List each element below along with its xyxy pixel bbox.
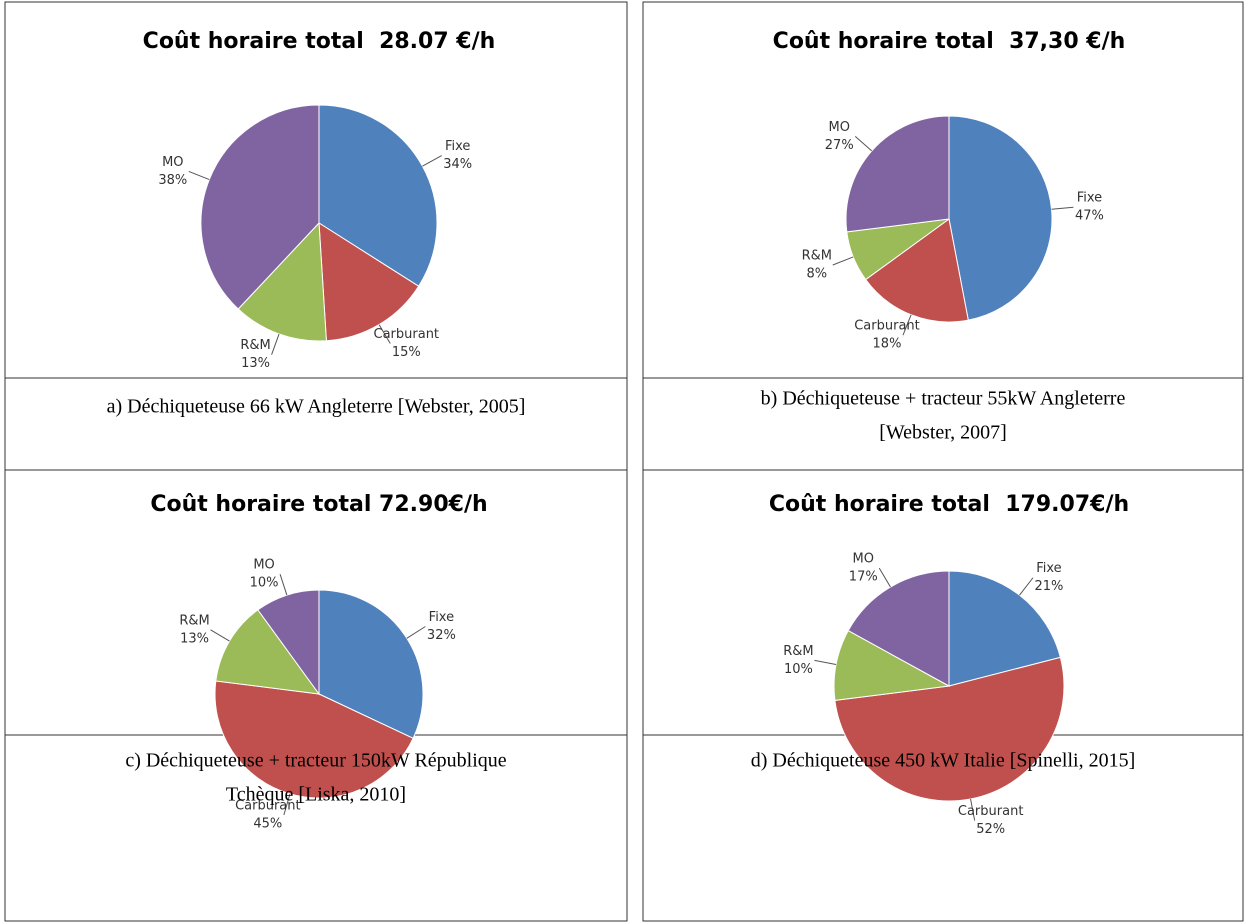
caption: a) Déchiqueteuse 66 kW Angleterre [Webst… <box>107 396 526 418</box>
slice-category: Carburant <box>854 319 920 334</box>
slice-value-label: 8% <box>806 267 827 282</box>
slice-category: Fixe <box>429 610 454 625</box>
leader-line <box>422 155 442 167</box>
leader-line <box>832 256 854 266</box>
slice-category: R&M <box>802 249 832 264</box>
leader-line <box>902 314 912 336</box>
leader-line <box>271 333 280 355</box>
cell-border <box>4 377 628 471</box>
pie-slice <box>845 115 950 233</box>
leader-line <box>1051 206 1074 210</box>
pie-slice <box>318 222 420 342</box>
slice-category: MO <box>853 552 874 567</box>
leader-line <box>1019 577 1034 596</box>
slice-value-label: 27% <box>825 138 854 153</box>
slice-value-label: 17% <box>849 570 878 585</box>
leader-line <box>406 626 426 639</box>
leader-line <box>283 793 291 816</box>
slice-value-label: 21% <box>1035 579 1064 594</box>
leader-line <box>854 135 873 152</box>
caption: b) Déchiqueteuse + tracteur 55kW Anglete… <box>761 388 1126 410</box>
slice-category: Fixe <box>445 139 470 154</box>
slice-category: R&M <box>783 644 813 659</box>
pie-slice <box>833 629 951 701</box>
leader-line <box>970 798 976 821</box>
slice-category: Carburant <box>958 804 1024 819</box>
slice-value-label: 45% <box>253 816 282 831</box>
leader-line <box>188 170 210 181</box>
chart-title: Coût horaire total 37,30 €/h <box>773 29 1126 54</box>
chart-title: Coût horaire total 28.07 €/h <box>143 29 496 54</box>
slice-value-label: 32% <box>427 628 456 643</box>
caption: c) Déchiqueteuse + tracteur 150kW Républ… <box>125 750 506 772</box>
pie-slice <box>948 570 1061 687</box>
slice-value-label: 38% <box>158 173 187 188</box>
slice-value-label: 18% <box>873 337 902 352</box>
caption: Tchèque [Liska, 2010] <box>226 784 406 806</box>
leader-line <box>878 567 891 588</box>
slice-category: MO <box>253 558 274 573</box>
slice-value-label: 52% <box>976 822 1005 837</box>
leader-line <box>279 574 288 596</box>
pie-slice <box>214 680 414 799</box>
slice-category: Carburant <box>235 798 301 813</box>
slice-category: MO <box>829 120 850 135</box>
slice-category: Fixe <box>1077 191 1102 206</box>
slice-value-label: 47% <box>1075 209 1104 224</box>
pie-slice <box>948 115 1053 321</box>
slice-category: MO <box>162 155 183 170</box>
slice-value-label: 34% <box>443 157 472 172</box>
leader-line <box>814 659 837 665</box>
slice-value-label: 15% <box>392 345 421 360</box>
chart-title: Coût horaire total 179.07€/h <box>769 492 1129 517</box>
slice-value-label: 10% <box>784 662 813 677</box>
pie-slice <box>318 589 424 739</box>
slice-value-label: 10% <box>250 576 279 591</box>
pie-slice <box>237 221 327 342</box>
slice-category: Fixe <box>1036 561 1061 576</box>
pie-slice <box>847 570 950 687</box>
slice-value-label: 13% <box>241 356 270 371</box>
slice-category: R&M <box>179 613 209 628</box>
slice-category: R&M <box>240 338 270 353</box>
caption: [Webster, 2007] <box>879 422 1007 444</box>
slice-value-label: 13% <box>180 631 209 646</box>
chart-title: Coût horaire total 72.90€/h <box>150 492 487 517</box>
slice-category: Carburant <box>374 327 440 342</box>
leader-line <box>210 629 230 642</box>
caption: d) Déchiqueteuse 450 kW Italie [Spinelli… <box>751 750 1136 772</box>
leader-line <box>378 324 391 344</box>
